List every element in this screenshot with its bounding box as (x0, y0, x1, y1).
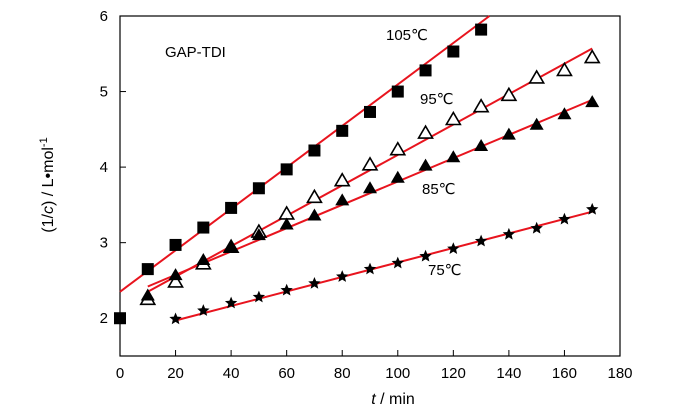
data-point-s4 (336, 270, 349, 282)
data-point-s3 (307, 208, 322, 221)
data-point-s3 (224, 239, 239, 252)
y-tick-label: 6 (100, 8, 108, 25)
data-point-s3 (418, 158, 433, 171)
data-point-s1 (336, 124, 349, 137)
data-point-s4 (474, 234, 488, 247)
plot-frame (119, 15, 621, 357)
data-point-s2 (472, 98, 490, 113)
data-point-s1 (364, 105, 376, 118)
data-point-s3 (446, 150, 461, 163)
series-label-75: 75℃ (428, 262, 462, 279)
data-point-s4 (419, 249, 432, 262)
data-markers (114, 23, 601, 325)
x-axis-unit: / min (376, 391, 415, 408)
y-axis-label: (1/c) / L•mol-1 (38, 137, 57, 232)
y-axis-var: c (40, 206, 57, 214)
y-axis-prefix: (1/ (40, 213, 57, 232)
data-point-s1 (391, 85, 404, 98)
x-axis-label: t / min (371, 391, 415, 408)
x-tick-label: 20 (167, 365, 184, 382)
series-label-95: 95℃ (420, 91, 454, 108)
data-point-s2 (389, 141, 407, 156)
data-point-s4 (252, 290, 266, 303)
x-tick-label: 140 (496, 365, 521, 382)
data-point-s1 (197, 221, 210, 234)
data-point-s4 (502, 227, 516, 240)
data-point-s2 (556, 61, 573, 77)
data-point-s3 (501, 127, 516, 140)
x-axis-var: t (371, 391, 376, 408)
data-point-s3 (196, 253, 211, 266)
y-tick-label: 4 (100, 159, 108, 176)
data-point-s2 (361, 156, 379, 171)
data-point-s3 (585, 95, 600, 108)
data-point-s4 (391, 256, 404, 269)
data-point-s4 (586, 202, 599, 215)
data-point-s1 (447, 45, 460, 58)
data-point-s1 (252, 182, 265, 195)
data-point-s4 (308, 276, 321, 289)
y-tick-label: 3 (100, 235, 108, 252)
fit-lines (119, 15, 593, 322)
data-point-s2 (417, 124, 434, 139)
data-point-s1 (225, 201, 238, 214)
data-point-s4 (363, 262, 377, 275)
y-axis-sup: -1 (38, 137, 50, 147)
x-tick-label: 160 (552, 365, 577, 382)
chart-title: GAP-TDI (165, 44, 226, 61)
y-tick-label: 2 (100, 310, 108, 327)
x-tick-label: 80 (334, 365, 351, 382)
data-point-s3 (140, 288, 155, 301)
data-point-s3 (557, 107, 572, 120)
data-point-s3 (251, 228, 266, 241)
data-point-s1 (419, 64, 432, 77)
series-label-105: 105℃ (386, 27, 428, 44)
data-point-s2 (500, 86, 518, 102)
y-axis-suffix: ) / L•mol (40, 147, 57, 206)
axes: 0 20 40 60 80 100 120 140 160 180 2 3 4 5 6 (100, 8, 633, 382)
data-point-s3 (168, 268, 183, 281)
series-label-85: 85℃ (422, 181, 456, 198)
fit-line-4 (175, 210, 593, 322)
data-point-s4 (280, 283, 293, 296)
data-point-s3 (279, 217, 294, 230)
data-point-s1 (169, 238, 182, 251)
x-tick-label: 60 (278, 365, 295, 382)
data-point-s4 (530, 221, 543, 234)
x-tick-label: 180 (607, 365, 632, 382)
data-point-s4 (197, 304, 210, 316)
data-point-s3 (529, 117, 544, 130)
data-point-s2 (444, 110, 462, 126)
data-point-s4 (447, 242, 460, 254)
data-point-s2 (333, 172, 351, 187)
plot-area (119, 15, 621, 357)
data-point-s1 (280, 163, 293, 176)
data-point-s1 (141, 263, 154, 276)
data-point-s2 (583, 48, 601, 64)
data-point-s2 (306, 188, 323, 204)
x-tick-label: 120 (441, 365, 466, 382)
y-tick-label: 5 (100, 84, 108, 101)
data-point-s1 (308, 144, 321, 157)
x-tick-label: 0 (116, 365, 124, 382)
x-tick-label: 100 (385, 365, 410, 382)
data-point-s3 (335, 193, 350, 206)
x-tick-label: 40 (223, 365, 240, 382)
data-point-s2 (528, 69, 546, 84)
data-point-s3 (390, 170, 405, 183)
data-point-s2 (167, 273, 184, 288)
data-point-s3 (474, 138, 489, 151)
data-point-s3 (363, 181, 377, 194)
data-point-s1 (475, 23, 488, 36)
data-point-s4 (169, 312, 182, 325)
fit-line-1 (119, 15, 491, 293)
data-point-s4 (558, 212, 571, 225)
data-point-s4 (224, 296, 238, 309)
